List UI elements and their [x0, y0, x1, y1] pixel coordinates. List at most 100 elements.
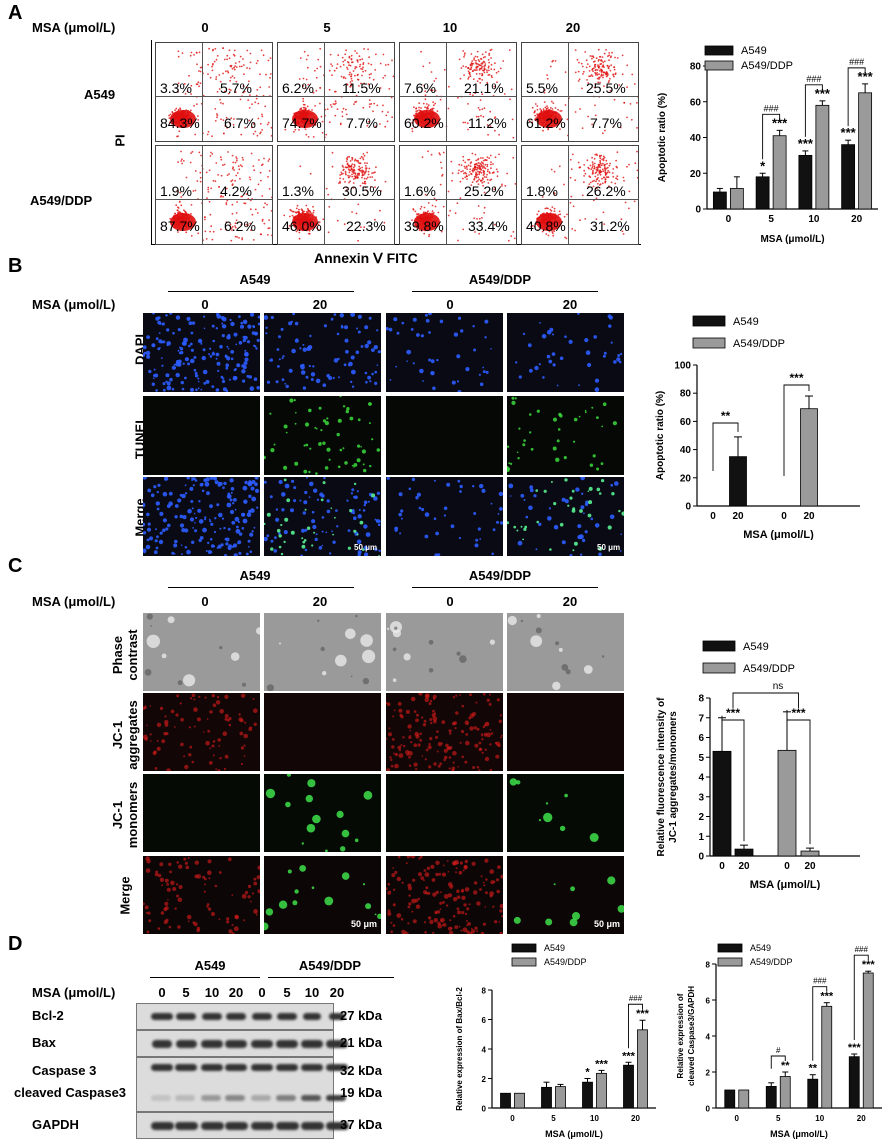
flow-gate-vertical [568, 43, 569, 141]
y-axis-label: Apoptotic ratio (%) [657, 93, 668, 182]
blot-band [225, 1040, 247, 1048]
row-label-line: contrast [125, 629, 140, 680]
blot-band [151, 1122, 174, 1130]
scale-bar-label: 50 μm [354, 543, 377, 552]
group-line [168, 291, 354, 292]
x-axis-label: MSA (μmol/L) [743, 529, 814, 540]
y-tick-label: 1 [698, 832, 704, 843]
y-tick-label: 8 [698, 694, 704, 705]
kda-label: 37 kDa [340, 1117, 382, 1132]
x-tick-label: 0 [510, 1114, 515, 1123]
legend-label: A549 [750, 943, 771, 953]
bar [735, 849, 753, 856]
y-tick-label: 80 [690, 62, 702, 73]
bar [863, 973, 873, 1108]
blot-strip [136, 1003, 334, 1030]
kda-label: 19 kDa [340, 1085, 382, 1100]
x-tick-label: 5 [776, 1114, 781, 1123]
bar [713, 751, 731, 856]
legend-swatch [703, 641, 735, 651]
blot-strip [136, 1112, 334, 1139]
flow-gate-horizontal [522, 96, 638, 97]
significance-label: *** [798, 136, 814, 151]
group-line [150, 977, 260, 978]
flow-quadrant-value: 1.3% [282, 183, 314, 199]
significance-label: *** [862, 959, 876, 971]
flow-quadrant-value: 39.8% [404, 218, 444, 234]
bar [501, 1093, 511, 1108]
blot-band [201, 1040, 223, 1048]
y-tick-label: 2 [706, 1069, 711, 1078]
flow-quadrant-value: 22.3% [346, 218, 386, 234]
blot-band [251, 1064, 273, 1071]
group-label-a549ddp: A549/DDP [270, 958, 390, 973]
legend-swatch [512, 958, 536, 966]
flow-quadrant-value: 7.7% [590, 115, 622, 131]
x-tick-label: 10 [590, 1114, 599, 1123]
kda-label: 21 kDa [340, 1035, 382, 1050]
y-tick-label: 80 [680, 389, 692, 400]
dose-header: 20 [555, 594, 585, 609]
y-axis-label-line: Relative expression of [676, 993, 685, 1078]
mono-micrograph [264, 774, 381, 852]
lane-label: 20 [325, 985, 349, 1000]
blot-band [301, 1122, 324, 1130]
cell-signal [507, 774, 624, 852]
blot-band-cleaved [201, 1095, 221, 1101]
flow-gate-vertical [568, 146, 569, 244]
flow-gate-horizontal [522, 199, 638, 200]
y-tick-label: 4 [698, 773, 704, 784]
blot-band [225, 1064, 247, 1071]
flow-quadrant-value: 1.9% [160, 183, 192, 199]
bar [778, 750, 796, 856]
legend-label: A549 [733, 316, 759, 328]
mergec-micrograph [386, 856, 503, 934]
row-label-a549: A549 [84, 87, 115, 102]
significance-label: ### [764, 103, 779, 113]
panel-letter-a: A [8, 2, 22, 25]
group-label-a549: A549 [215, 568, 295, 583]
significance-label: *** [858, 69, 874, 84]
flow-quadrant-value: 30.5% [342, 183, 382, 199]
phase-micrograph [507, 613, 624, 691]
msa-label: MSA (μmol/L) [32, 594, 115, 609]
group-label-a549: A549 [215, 272, 295, 287]
x-tick-label: 0 [781, 511, 787, 522]
flow-y-axis [151, 40, 152, 245]
cell-signal [264, 313, 381, 392]
cell-signal [143, 613, 260, 691]
flow-quadrant-value: 33.4% [468, 218, 508, 234]
bar [780, 1077, 790, 1109]
cell-signal [264, 396, 381, 475]
x-axis-label: MSA (μmol/L) [545, 1129, 603, 1139]
dose-header: 0 [435, 297, 465, 312]
bar [801, 851, 819, 856]
flow-plot: 1.3%30.5%46.0%22.3% [277, 145, 395, 245]
lane-label: 10 [300, 985, 324, 1000]
significance-label: *** [622, 1050, 636, 1062]
merge-micrograph [143, 477, 260, 556]
significance-label: * [585, 1067, 590, 1079]
cell-signal [143, 693, 260, 771]
blot-band-cleaved [301, 1095, 321, 1101]
x-tick-label: 0 [719, 861, 725, 872]
bar [849, 1057, 859, 1108]
flow-plot: 1.9%4.2%87.7%6.2% [155, 145, 273, 245]
legend-swatch [705, 46, 733, 55]
flow-plot: 3.3%5.7%84.3%6.7% [155, 42, 273, 142]
panel-letter-c: C [8, 555, 22, 578]
y-tick-label: 60 [690, 97, 702, 108]
y-axis-label: Relative expression of Bax/Bcl-2 [455, 987, 464, 1111]
dose-header: 0 [435, 594, 465, 609]
agg-micrograph [386, 693, 503, 771]
blot-band-cleaved [251, 1095, 271, 1101]
dose-header: 20 [305, 594, 335, 609]
blot-band [226, 1013, 246, 1020]
tunel-micrograph [507, 396, 624, 475]
y-axis-label-line: JC-1 aggregates/monomers [668, 711, 679, 843]
x-tick-label: 20 [732, 511, 744, 522]
x-axis-label: MSA (μmol/L) [750, 879, 821, 890]
y-axis-label: Apoptotic ratio (%) [655, 391, 666, 480]
